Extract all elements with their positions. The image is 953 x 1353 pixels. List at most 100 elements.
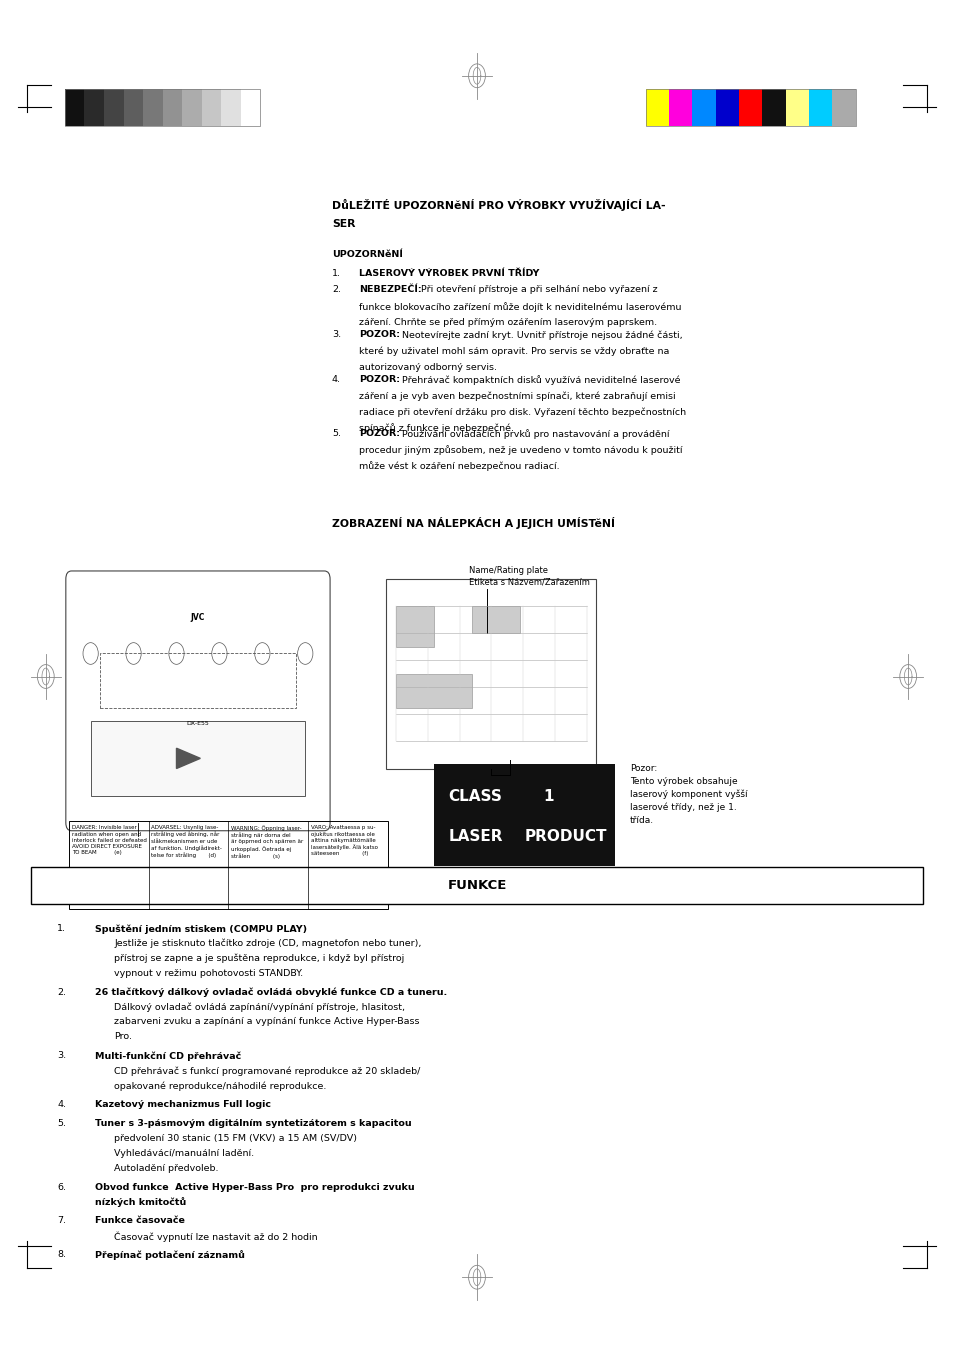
Text: DX-E55: DX-E55 bbox=[187, 721, 209, 727]
Text: zabarveni zvuku a zapínání a vypínání funkce Active Hyper-Bass: zabarveni zvuku a zapínání a vypínání fu… bbox=[114, 1017, 419, 1027]
Bar bbox=[395, 674, 472, 708]
Text: 3.: 3. bbox=[332, 330, 341, 340]
Bar bbox=[692, 89, 715, 126]
Text: SER: SER bbox=[332, 219, 355, 229]
Text: 4.: 4. bbox=[57, 1100, 66, 1109]
Text: JVC: JVC bbox=[191, 613, 205, 622]
Text: 2.: 2. bbox=[332, 285, 340, 295]
Text: Jestliže je stisknuto tlačítko zdroje (CD, magnetofon nebo tuner),: Jestliže je stisknuto tlačítko zdroje (C… bbox=[114, 939, 421, 948]
Bar bbox=[832, 89, 855, 126]
Text: CLASS: CLASS bbox=[448, 789, 501, 804]
Text: LASER: LASER bbox=[448, 829, 502, 844]
Bar bbox=[785, 89, 808, 126]
Bar bbox=[434, 764, 615, 866]
Text: 1.: 1. bbox=[332, 269, 340, 279]
Text: 4.: 4. bbox=[332, 375, 340, 384]
Text: 1: 1 bbox=[543, 789, 554, 804]
Text: 8.: 8. bbox=[57, 1250, 66, 1260]
Bar bbox=[221, 89, 240, 126]
Text: funkce blokovacího zařízení může dojít k neviditelnému laserovému: funkce blokovacího zařízení může dojít k… bbox=[358, 302, 680, 311]
Bar bbox=[100, 653, 295, 708]
Text: UPOZORNěNÍ: UPOZORNěNÍ bbox=[332, 250, 402, 260]
Text: WARNING: Öppning laser-
stråling när dorna del
är öpprned och spärren är
urkoppl: WARNING: Öppning laser- stråling när dor… bbox=[231, 825, 303, 859]
Text: POZOR:: POZOR: bbox=[358, 429, 399, 438]
Bar bbox=[91, 721, 305, 796]
Bar bbox=[739, 89, 761, 126]
Bar bbox=[645, 89, 855, 126]
Bar bbox=[645, 89, 668, 126]
Bar bbox=[715, 89, 739, 126]
Bar bbox=[395, 606, 434, 647]
Text: Přehrávač kompaktních disků využívá neviditelné laserové: Přehrávač kompaktních disků využívá nevi… bbox=[398, 375, 679, 384]
Bar bbox=[808, 89, 832, 126]
Text: 1.: 1. bbox=[57, 924, 66, 934]
Text: Dálkový ovladač ovládá zapínání/vypínání přístroje, hlasitost,: Dálkový ovladač ovládá zapínání/vypínání… bbox=[114, 1003, 405, 1012]
Bar bbox=[30, 867, 923, 904]
Text: Používání ovládacích prvků pro nastavování a provádění: Používání ovládacích prvků pro nastavová… bbox=[398, 429, 669, 438]
Text: záření a je vyb aven bezpečnostními spínači, které zabraňují emisi: záření a je vyb aven bezpečnostními spín… bbox=[358, 391, 675, 400]
Text: Multi-funkční CD přehrávač: Multi-funkční CD přehrávač bbox=[95, 1051, 241, 1061]
Bar bbox=[162, 89, 182, 126]
Text: ADVARSEL: Usynlig lase-
rstråling ved åbning, når
slåkmekanismen er ude
af funkt: ADVARSEL: Usynlig lase- rstråling ved åb… bbox=[152, 825, 222, 858]
Text: FUNKCE: FUNKCE bbox=[447, 879, 506, 892]
Text: 6.: 6. bbox=[57, 1183, 66, 1192]
Text: Pozor:
Tento výrobek obsahuje
laserový komponent vyšší
laserové třídy, než je 1.: Pozor: Tento výrobek obsahuje laserový k… bbox=[629, 764, 746, 825]
Text: Tuner s 3-pásmovým digitálním syntetizátorem s kapacitou: Tuner s 3-pásmovým digitálním syntetizát… bbox=[95, 1119, 412, 1128]
Text: Vyhledávácí/manuální ladění.: Vyhledávácí/manuální ladění. bbox=[114, 1149, 254, 1158]
Text: PRODUCT: PRODUCT bbox=[524, 829, 606, 844]
Text: Kazetový mechanizmus Full logic: Kazetový mechanizmus Full logic bbox=[95, 1100, 271, 1109]
Text: 7.: 7. bbox=[57, 1216, 66, 1226]
Text: CD přehrávač s funkcí programované reprodukce až 20 skladeb/: CD přehrávač s funkcí programované repro… bbox=[114, 1066, 420, 1076]
Bar bbox=[104, 89, 124, 126]
Bar bbox=[143, 89, 162, 126]
Text: autorizovaný odborný servis.: autorizovaný odborný servis. bbox=[358, 363, 497, 372]
Text: procedur jiným způsobem, než je uvedeno v tomto návodu k použití: procedur jiným způsobem, než je uvedeno … bbox=[358, 445, 681, 455]
Text: 5.: 5. bbox=[332, 429, 340, 438]
Text: 2.: 2. bbox=[57, 988, 66, 997]
Text: záření. Chrňte se před přímým ozářením laserovým paprskem.: záření. Chrňte se před přímým ozářením l… bbox=[358, 318, 656, 327]
Text: DANGER: Invisible laser
radiation when open and
interlock failed or defeated
AVO: DANGER: Invisible laser radiation when o… bbox=[71, 825, 146, 855]
Text: Přepínač potlačení záznamů: Přepínač potlačení záznamů bbox=[95, 1250, 245, 1260]
Bar bbox=[472, 606, 519, 633]
Text: vypnout v režimu pohotovosti STANDBY.: vypnout v režimu pohotovosti STANDBY. bbox=[114, 969, 303, 978]
Text: může vést k ozáření nebezpečnou radiací.: může vést k ozáření nebezpečnou radiací. bbox=[358, 461, 558, 471]
Text: POZOR:: POZOR: bbox=[358, 330, 399, 340]
Text: Neotevírejte zadní kryt. Uvnitř přístroje nejsou žádné části,: Neotevírejte zadní kryt. Uvnitř přístroj… bbox=[398, 330, 681, 340]
Text: přístroj se zapne a je spuštěna reprodukce, i když byl přístroj: přístroj se zapne a je spuštěna reproduk… bbox=[114, 954, 404, 963]
Text: opakované reprodukce/náhodilé reprodukce.: opakované reprodukce/náhodilé reprodukce… bbox=[114, 1081, 327, 1091]
Text: Obvod funkce  Active Hyper-Bass Pro  pro reprodukci zvuku: Obvod funkce Active Hyper-Bass Pro pro r… bbox=[95, 1183, 415, 1192]
Text: Časovač vypnutí lze nastavit až do 2 hodin: Časovač vypnutí lze nastavit až do 2 hod… bbox=[114, 1231, 317, 1242]
Bar bbox=[182, 89, 201, 126]
Text: radiace při otevření držáku pro disk. Vyřazení těchto bezpečnostních: radiace při otevření držáku pro disk. Vy… bbox=[358, 407, 685, 417]
Text: 26 tlačítkový dálkový ovladač ovládá obvyklé funkce CD a tuneru.: 26 tlačítkový dálkový ovladač ovládá obv… bbox=[95, 988, 447, 997]
Text: LASEROVÝ VÝROBEK PRVNÍ TŘÍDY: LASEROVÝ VÝROBEK PRVNÍ TŘÍDY bbox=[358, 269, 538, 279]
Bar bbox=[668, 89, 692, 126]
Bar bbox=[240, 89, 260, 126]
Bar bbox=[69, 821, 388, 909]
Text: POZOR:: POZOR: bbox=[358, 375, 399, 384]
Bar bbox=[386, 579, 596, 769]
Text: spínačů z funkce je nebezpečné.: spínačů z funkce je nebezpečné. bbox=[358, 423, 513, 433]
Bar bbox=[65, 89, 260, 126]
Text: Funkce časovače: Funkce časovače bbox=[95, 1216, 185, 1226]
Text: ZOBRAZENÍ NA NÁLEPKÁCH A JEJICH UMÍSTěNÍ: ZOBRAZENÍ NA NÁLEPKÁCH A JEJICH UMÍSTěNÍ bbox=[332, 517, 615, 529]
Text: Při otevření přístroje a při selhání nebo vyřazení z: Při otevření přístroje a při selhání neb… bbox=[417, 285, 657, 295]
Text: které by uživatel mohl sám opravit. Pro servis se vždy obraťte na: které by uživatel mohl sám opravit. Pro … bbox=[358, 346, 668, 356]
Text: nízkých kmitočtů: nízkých kmitočtů bbox=[95, 1197, 187, 1207]
FancyBboxPatch shape bbox=[66, 571, 330, 831]
Text: DůLEŽITÉ UPOZORNěNÍ PRO VÝROBKY VYUŽÍVAJÍCÍ LA-: DůLEŽITÉ UPOZORNěNÍ PRO VÝROBKY VYUŽÍVAJ… bbox=[332, 199, 665, 211]
Bar bbox=[124, 89, 143, 126]
Polygon shape bbox=[176, 748, 200, 769]
Text: 5.: 5. bbox=[57, 1119, 66, 1128]
Bar bbox=[761, 89, 785, 126]
Text: NEBEZPEČÍ:: NEBEZPEČÍ: bbox=[358, 285, 421, 295]
Text: Pro.: Pro. bbox=[114, 1032, 132, 1042]
Text: Spuštění jedním stiskem (COMPU PLAY): Spuštění jedním stiskem (COMPU PLAY) bbox=[95, 924, 307, 934]
Text: 3.: 3. bbox=[57, 1051, 67, 1061]
Text: Name/Rating plate
Etiketa s Názvem/Zařazením: Name/Rating plate Etiketa s Názvem/Zařaz… bbox=[469, 566, 590, 586]
Bar bbox=[201, 89, 221, 126]
Bar bbox=[65, 89, 84, 126]
Text: předvolení 30 stanic (15 FM (VKV) a 15 AM (SV/DV): předvolení 30 stanic (15 FM (VKV) a 15 A… bbox=[114, 1134, 357, 1143]
Text: Autoladění předvoleb.: Autoladění předvoleb. bbox=[114, 1164, 219, 1173]
Bar bbox=[84, 89, 104, 126]
